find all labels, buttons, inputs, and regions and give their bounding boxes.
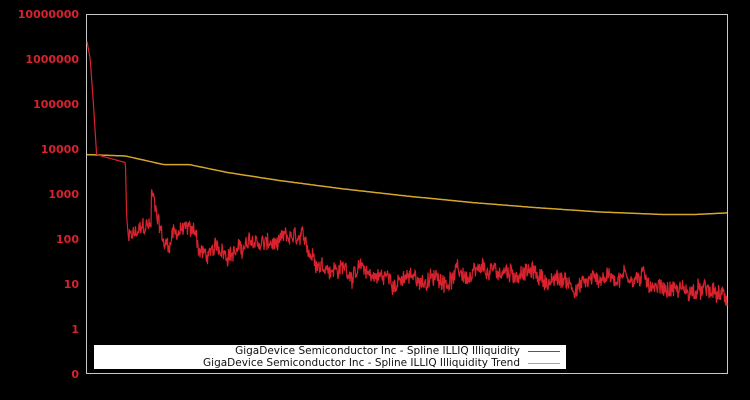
y-tick-label: 10000000 [17, 8, 79, 21]
y-tick-label: 0 [71, 368, 79, 381]
legend-item-trend: GigaDevice Semiconductor Inc - Spline IL… [203, 357, 566, 369]
y-tick-label: 10 [63, 278, 79, 291]
illiquidity-line [86, 40, 728, 306]
legend-label: GigaDevice Semiconductor Inc - Spline IL… [235, 345, 520, 357]
trend-line [86, 153, 728, 216]
y-tick-label: 1000 [48, 188, 79, 201]
legend-label: GigaDevice Semiconductor Inc - Spline IL… [203, 357, 520, 369]
y-tick-label: 100000 [33, 98, 79, 111]
y-tick-label: 10000 [40, 143, 79, 156]
legend-swatch-red [528, 350, 560, 352]
plot-frame [86, 14, 728, 374]
legend: GigaDevice Semiconductor Inc - Spline IL… [94, 345, 566, 369]
y-tick-label: 100 [56, 233, 79, 246]
legend-item-illiquidity: GigaDevice Semiconductor Inc - Spline IL… [235, 345, 566, 357]
legend-swatch-gold [528, 362, 560, 364]
y-tick-label: 1 [71, 323, 79, 336]
y-tick-label: 1000000 [25, 53, 79, 66]
